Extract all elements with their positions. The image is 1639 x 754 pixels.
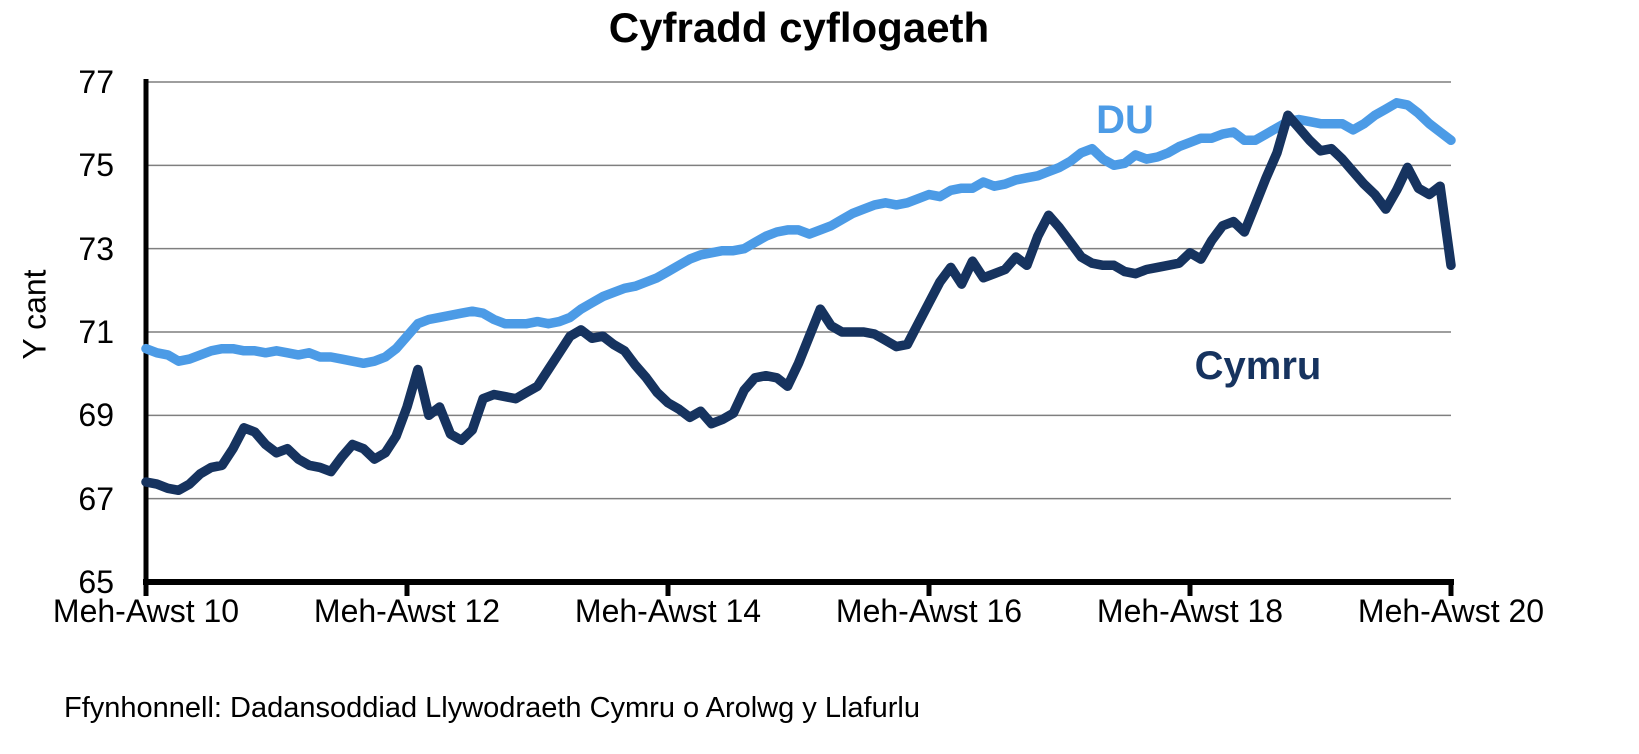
x-tick-label: Meh-Awst 18 xyxy=(1096,593,1284,629)
chart-title: Cyfradd cyflogaeth xyxy=(608,4,990,51)
x-tick-label: Meh-Awst 14 xyxy=(574,593,762,629)
y-tick-label: 73 xyxy=(78,230,114,267)
source-note: Ffynhonnell: Dadansoddiad Llywodraeth Cy… xyxy=(64,692,920,724)
x-tick-label: Meh-Awst 12 xyxy=(313,593,501,629)
y-tick-label: 77 xyxy=(78,64,114,100)
y-tick-label: 71 xyxy=(78,314,114,350)
x-tick-label: Meh-Awst 20 xyxy=(1357,593,1545,629)
cymru-line xyxy=(141,110,1456,496)
y-tick-label: 69 xyxy=(78,397,114,434)
y-tick-label: 75 xyxy=(78,147,114,184)
cymru-series-label: Cymru xyxy=(1194,344,1322,388)
y-tick-label: 67 xyxy=(78,480,114,517)
y-tick-label: 65 xyxy=(78,564,114,600)
du-series-label: DU xyxy=(1096,98,1154,142)
x-tick-label: Meh-Awst 16 xyxy=(835,593,1023,629)
du-line xyxy=(141,98,1456,369)
x-tick-label: Meh-Awst 10 xyxy=(52,593,240,629)
